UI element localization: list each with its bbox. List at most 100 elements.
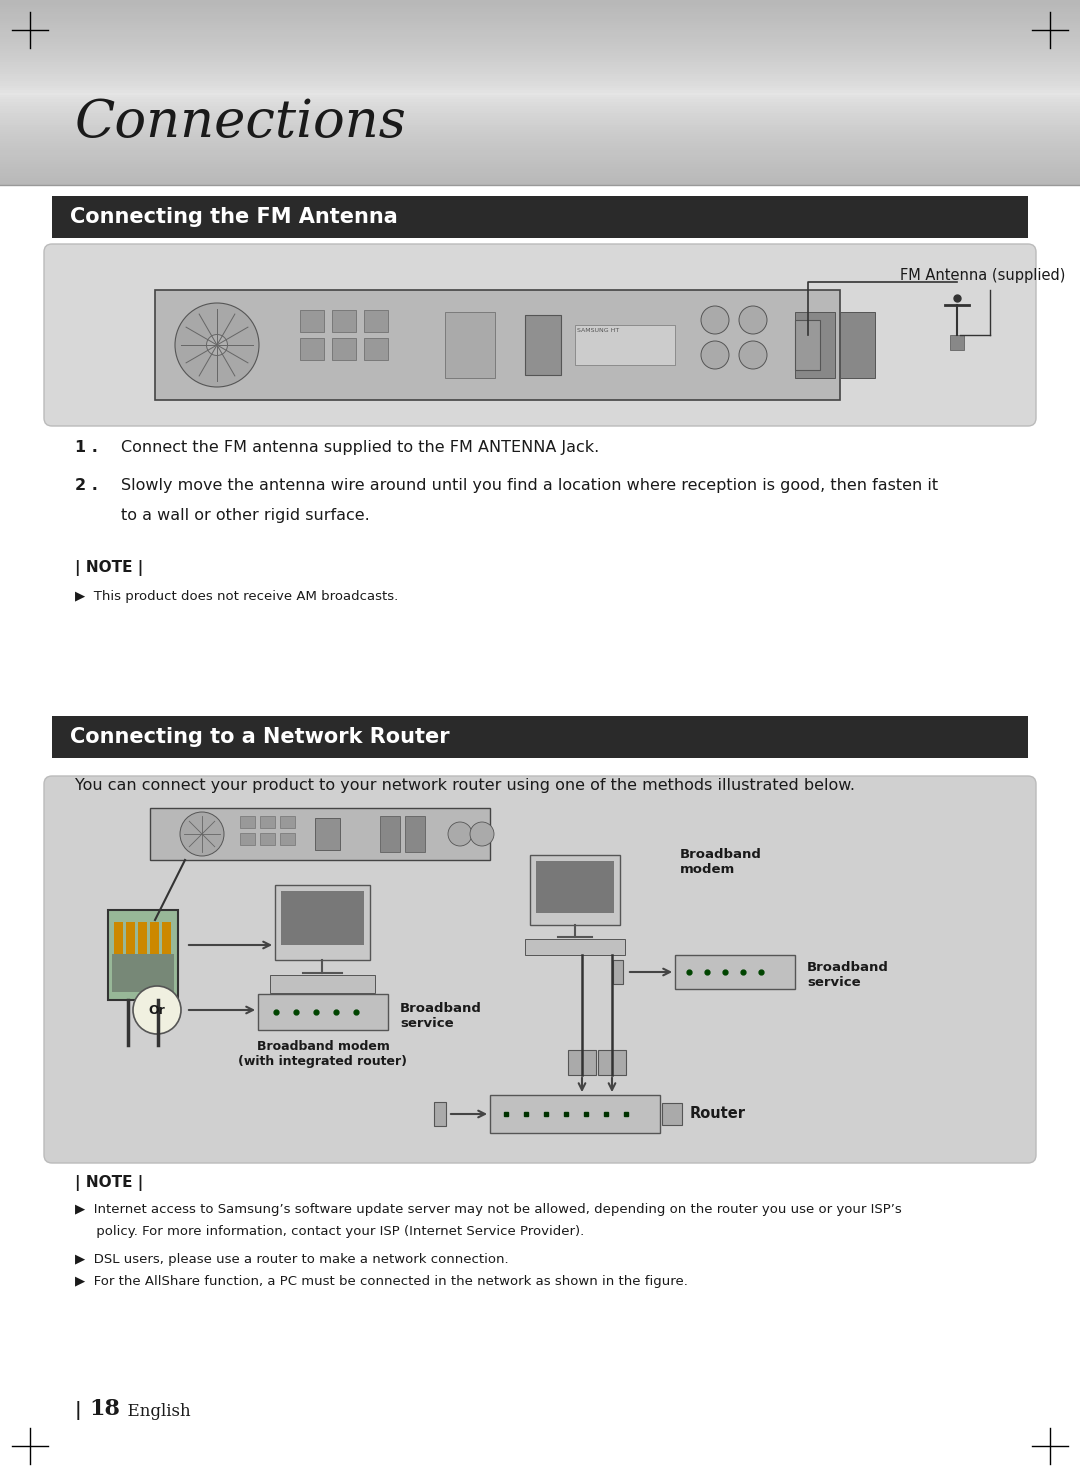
Bar <box>0 120 1080 124</box>
Text: Broadband
service: Broadband service <box>807 961 889 989</box>
Bar <box>0 44 1080 47</box>
Bar <box>332 338 356 360</box>
Bar <box>0 164 1080 167</box>
Bar <box>613 959 623 984</box>
Bar <box>0 24 1080 27</box>
Bar <box>300 338 324 360</box>
Text: Broadband
modem: Broadband modem <box>680 849 761 875</box>
Bar <box>0 174 1080 177</box>
Circle shape <box>206 335 228 356</box>
Bar <box>150 922 159 953</box>
Bar <box>434 1103 446 1126</box>
Bar <box>0 168 1080 173</box>
Bar <box>364 310 388 332</box>
Text: to a wall or other rigid surface.: to a wall or other rigid surface. <box>121 508 369 523</box>
Bar <box>0 143 1080 146</box>
Bar <box>0 114 1080 117</box>
Bar <box>0 130 1080 133</box>
Circle shape <box>175 303 259 387</box>
Bar <box>0 159 1080 162</box>
Bar <box>270 976 375 993</box>
Bar <box>0 28 1080 31</box>
Text: ▶  DSL users, please use a router to make a network connection.: ▶ DSL users, please use a router to make… <box>75 1253 509 1266</box>
Bar <box>405 816 426 852</box>
Bar <box>0 127 1080 130</box>
Bar <box>0 21 1080 24</box>
FancyBboxPatch shape <box>44 776 1036 1163</box>
Bar <box>281 892 364 945</box>
Bar <box>0 89 1080 92</box>
Bar <box>0 83 1080 87</box>
Bar <box>0 4 1080 7</box>
Bar <box>445 311 495 378</box>
Bar <box>0 7 1080 10</box>
Bar <box>536 861 615 914</box>
Text: 18: 18 <box>89 1398 120 1420</box>
Bar <box>0 50 1080 55</box>
Bar <box>0 94 1080 97</box>
Bar <box>0 86 1080 89</box>
Text: English: English <box>117 1404 191 1420</box>
Text: 2 .: 2 . <box>75 478 98 493</box>
Bar <box>364 338 388 360</box>
Bar <box>0 46 1080 50</box>
Text: You can connect your product to your network router using one of the methods ill: You can connect your product to your net… <box>75 778 855 793</box>
Circle shape <box>180 812 224 856</box>
Text: Connecting the FM Antenna: Connecting the FM Antenna <box>70 207 397 227</box>
Text: Or: Or <box>149 1004 165 1017</box>
Bar <box>315 818 340 850</box>
Bar <box>0 13 1080 18</box>
Circle shape <box>470 822 494 846</box>
Bar <box>0 115 1080 120</box>
Bar <box>138 922 147 953</box>
Bar <box>568 1049 596 1075</box>
Bar <box>0 41 1080 44</box>
Bar <box>0 56 1080 59</box>
Bar <box>260 832 275 844</box>
Bar <box>0 136 1080 140</box>
Bar <box>575 325 675 365</box>
Bar <box>0 61 1080 63</box>
Circle shape <box>739 306 767 334</box>
Bar <box>0 9 1080 13</box>
Bar <box>530 855 620 925</box>
Bar <box>52 196 1028 238</box>
Text: |: | <box>75 1401 87 1420</box>
Bar <box>0 19 1080 22</box>
Bar <box>260 816 275 828</box>
Text: SAMSUNG HT: SAMSUNG HT <box>577 328 619 334</box>
Bar <box>332 310 356 332</box>
Bar <box>0 74 1080 77</box>
Text: Connect the FM antenna supplied to the FM ANTENNA Jack.: Connect the FM antenna supplied to the F… <box>121 440 599 455</box>
Bar <box>240 816 255 828</box>
Bar <box>0 155 1080 158</box>
Text: Router: Router <box>690 1107 746 1122</box>
Bar <box>0 77 1080 80</box>
Bar <box>0 167 1080 170</box>
Bar <box>0 171 1080 174</box>
Bar <box>0 146 1080 149</box>
Text: policy. For more information, contact your ISP (Internet Service Provider).: policy. For more information, contact yo… <box>75 1225 584 1238</box>
Bar <box>795 311 835 378</box>
Bar <box>662 1103 681 1125</box>
Bar <box>795 320 820 370</box>
Bar <box>300 310 324 332</box>
Bar <box>162 922 171 953</box>
Bar <box>0 158 1080 161</box>
Bar <box>0 0 1080 3</box>
Text: ▶  For the AllShare function, a PC must be connected in the network as shown in : ▶ For the AllShare function, a PC must b… <box>75 1275 688 1289</box>
Bar <box>112 953 174 992</box>
Bar <box>0 111 1080 114</box>
Bar <box>490 1095 660 1134</box>
Bar <box>0 62 1080 66</box>
Bar <box>240 832 255 844</box>
Bar <box>0 78 1080 83</box>
Text: Broadband
service: Broadband service <box>400 1002 482 1030</box>
Bar <box>0 40 1080 43</box>
Bar <box>0 148 1080 152</box>
Bar <box>0 106 1080 109</box>
Text: Slowly move the antenna wire around until you find a location where reception is: Slowly move the antenna wire around unti… <box>121 478 939 493</box>
Bar <box>150 807 490 861</box>
Bar <box>0 183 1080 186</box>
Circle shape <box>701 341 729 369</box>
